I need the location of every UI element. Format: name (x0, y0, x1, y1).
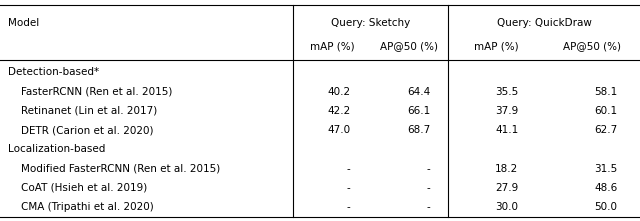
Text: AP@50 (%): AP@50 (%) (380, 41, 438, 51)
Text: -: - (426, 202, 430, 212)
Text: Model: Model (8, 18, 39, 28)
Text: DETR (Carion et al. 2020): DETR (Carion et al. 2020) (8, 125, 153, 135)
Text: Query: Sketchy: Query: Sketchy (331, 18, 410, 28)
Text: 35.5: 35.5 (495, 87, 518, 97)
Text: FasterRCNN (Ren et al. 2015): FasterRCNN (Ren et al. 2015) (8, 87, 172, 97)
Text: Modified FasterRCNN (Ren et al. 2015): Modified FasterRCNN (Ren et al. 2015) (8, 164, 220, 174)
Text: mAP (%): mAP (%) (310, 41, 354, 51)
Text: Retinanet (Lin et al. 2017): Retinanet (Lin et al. 2017) (8, 106, 157, 116)
Text: 62.7: 62.7 (595, 125, 618, 135)
Text: 48.6: 48.6 (595, 183, 618, 193)
Text: 60.1: 60.1 (595, 106, 618, 116)
Text: 50.0: 50.0 (595, 202, 618, 212)
Text: -: - (426, 183, 430, 193)
Text: AP@50 (%): AP@50 (%) (563, 41, 621, 51)
Text: -: - (347, 202, 351, 212)
Text: Query: QuickDraw: Query: QuickDraw (497, 18, 591, 28)
Text: mAP (%): mAP (%) (474, 41, 518, 51)
Text: 42.2: 42.2 (328, 106, 351, 116)
Text: Localization-based: Localization-based (8, 144, 105, 154)
Text: 31.5: 31.5 (595, 164, 618, 174)
Text: 64.4: 64.4 (407, 87, 430, 97)
Text: 68.7: 68.7 (407, 125, 430, 135)
Text: 58.1: 58.1 (595, 87, 618, 97)
Text: -: - (426, 164, 430, 174)
Text: CoAT (Hsieh et al. 2019): CoAT (Hsieh et al. 2019) (8, 183, 147, 193)
Text: Detection-based*: Detection-based* (8, 67, 99, 78)
Text: 37.9: 37.9 (495, 106, 518, 116)
Text: 27.9: 27.9 (495, 183, 518, 193)
Text: 66.1: 66.1 (407, 106, 430, 116)
Text: -: - (347, 183, 351, 193)
Text: 18.2: 18.2 (495, 164, 518, 174)
Text: CMA (Tripathi et al. 2020): CMA (Tripathi et al. 2020) (8, 202, 154, 212)
Text: 47.0: 47.0 (328, 125, 351, 135)
Text: 30.0: 30.0 (495, 202, 518, 212)
Text: 40.2: 40.2 (328, 87, 351, 97)
Text: 41.1: 41.1 (495, 125, 518, 135)
Text: -: - (347, 164, 351, 174)
